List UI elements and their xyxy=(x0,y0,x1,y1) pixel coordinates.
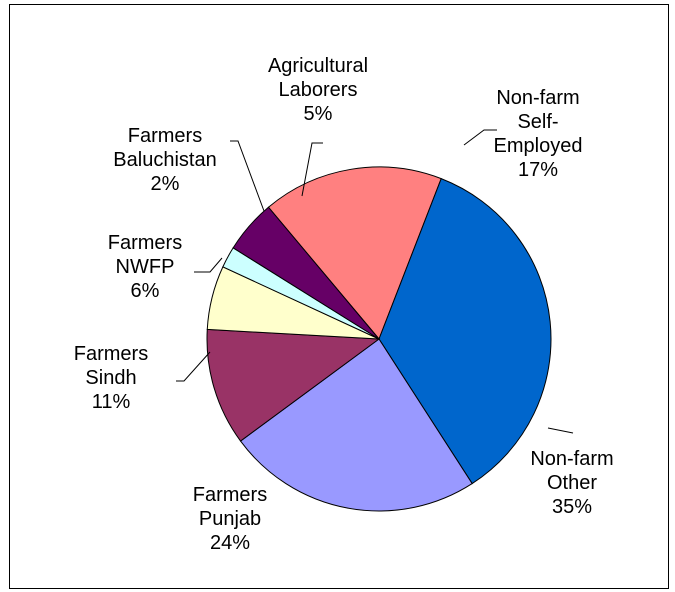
slice-percent: 2% xyxy=(151,173,180,195)
slice-label-line: Farmers xyxy=(193,484,267,506)
slice-percent: 35% xyxy=(552,496,592,518)
leader-line-4 xyxy=(194,257,223,273)
slice-label-line: NWFP xyxy=(116,256,175,278)
leader-line-6 xyxy=(301,142,323,197)
slice-percent: 24% xyxy=(210,532,250,554)
slice-label-line: Employed xyxy=(494,135,583,157)
pie-slice-6 xyxy=(232,206,380,340)
slice-label-line: Farmers xyxy=(108,232,182,254)
pie-slice-0 xyxy=(267,166,442,340)
slice-label-line: Laborers xyxy=(279,79,358,101)
slice-label-line: Farmers xyxy=(128,125,202,147)
leader-line-5 xyxy=(230,140,265,212)
leader-line-1 xyxy=(547,427,574,434)
pie-slice-3 xyxy=(206,328,381,442)
slice-label-2: Farmers Punjab 24% xyxy=(193,484,267,554)
pie-slice-2 xyxy=(239,338,473,512)
slice-label-line: Farmers xyxy=(74,343,148,365)
slice-label-6: Agricultural Laborers 5% xyxy=(268,55,368,125)
slice-percent: 17% xyxy=(518,159,558,181)
pie-slice-1 xyxy=(378,177,552,485)
slice-label-line: Baluchistan xyxy=(113,149,216,171)
slice-percent: 5% xyxy=(304,103,333,125)
slice-label-0: Non-farm Self-Employed 17% xyxy=(494,87,583,181)
slice-label-line: Non-farm xyxy=(530,448,613,470)
slice-label-3: Farmers Sindh 11% xyxy=(74,343,148,413)
slice-label-line: Agricultural xyxy=(268,55,368,77)
slice-label-line: Punjab xyxy=(199,508,261,530)
slice-label-line: Other xyxy=(547,472,597,494)
slice-label-1: Non-farm Other 35% xyxy=(530,448,613,518)
slice-label-line: Non-farm xyxy=(496,87,579,109)
slice-label-line: Self- xyxy=(517,111,558,133)
slice-label-5: Farmers Baluchistan 2% xyxy=(113,125,216,195)
slice-label-4: Farmers NWFP 6% xyxy=(108,232,182,302)
slice-percent: 11% xyxy=(92,391,131,413)
leader-line-3 xyxy=(176,351,211,382)
leader-line-0 xyxy=(463,129,497,146)
slice-label-line: Sindh xyxy=(85,367,136,389)
slice-percent: 6% xyxy=(131,280,160,302)
